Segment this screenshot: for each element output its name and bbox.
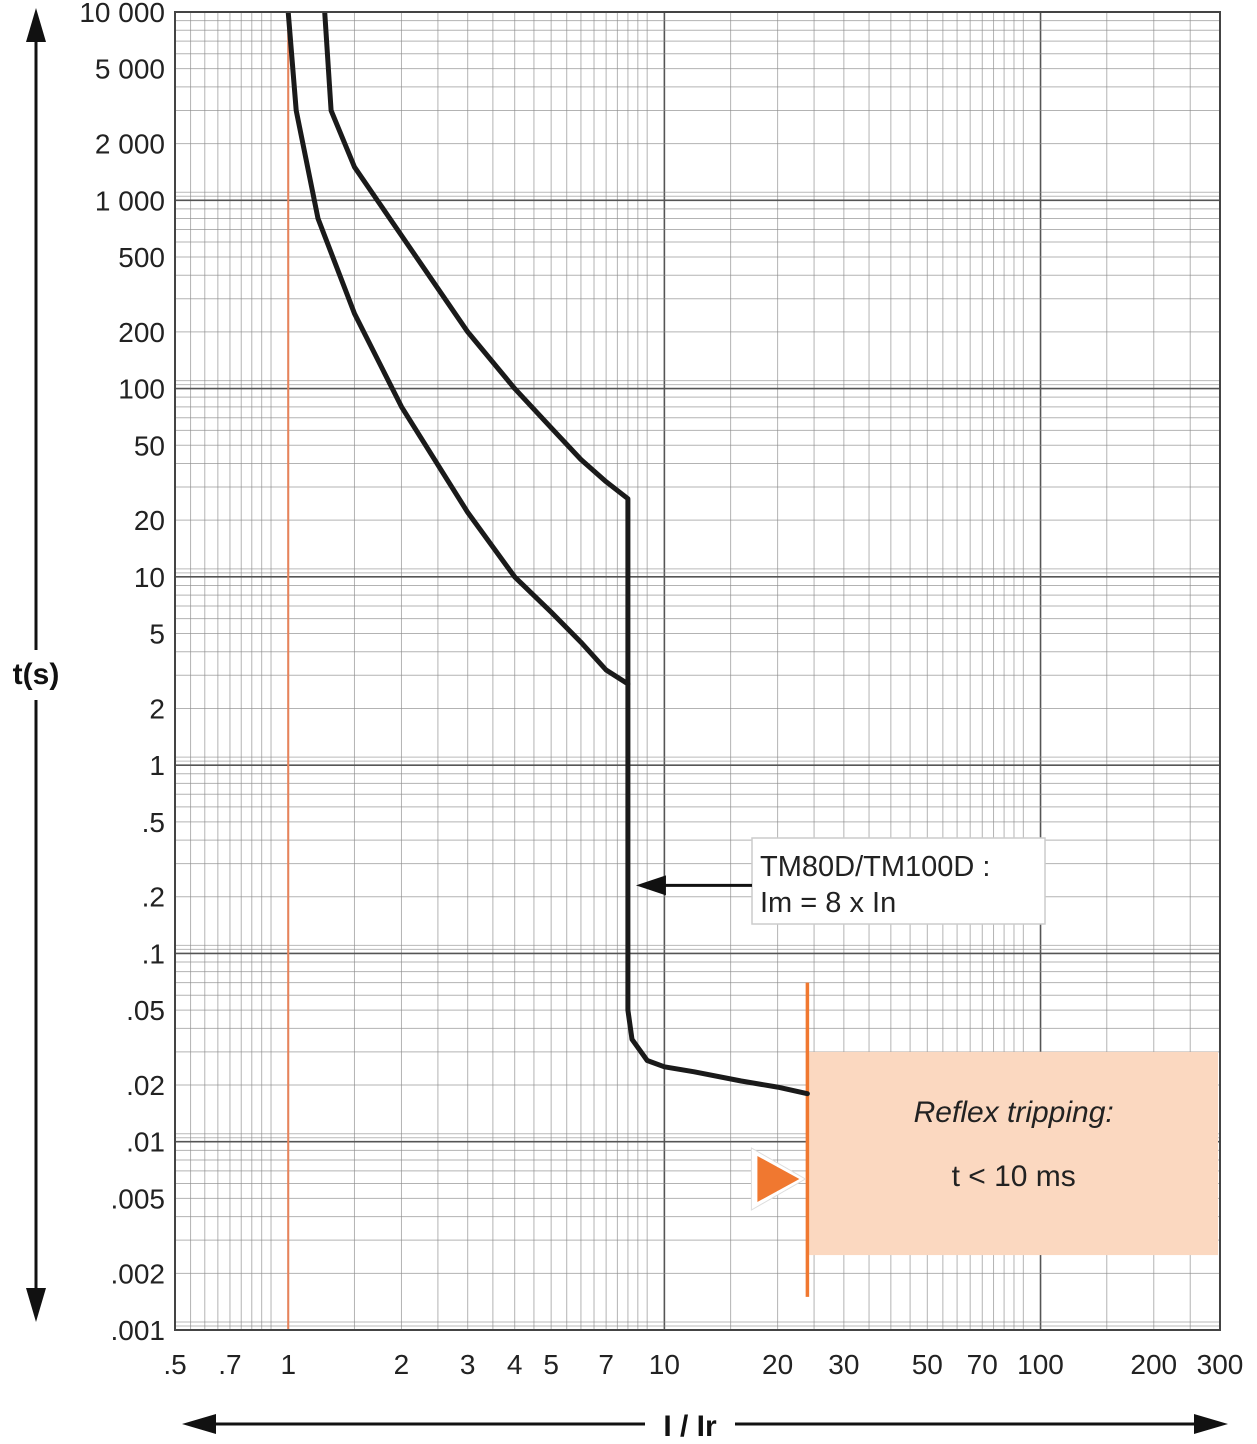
x-tick-label: 50 xyxy=(912,1349,943,1380)
x-tick-label: 20 xyxy=(762,1349,793,1380)
y-tick-label: 500 xyxy=(118,242,165,273)
y-tick-label: 20 xyxy=(134,505,165,536)
trip-curve-1 xyxy=(285,12,810,1097)
x-tick-label: 5 xyxy=(543,1349,559,1380)
y-axis-label: t(s) xyxy=(13,658,60,691)
y-tick-label: .01 xyxy=(126,1127,165,1158)
plot-frame xyxy=(174,11,1221,1331)
y-tick-label: .2 xyxy=(142,882,165,913)
y-tick-label: 100 xyxy=(118,374,165,405)
y-tick-labels: 10 000 5 000 2 000 1 000 500 200 100 50 20 10 5 2 1.… xyxy=(79,0,165,1346)
y-tick-label: 5 xyxy=(149,619,165,650)
y-tick-label: 5 000 xyxy=(95,54,165,85)
y-tick-label: .1 xyxy=(142,938,165,969)
callout-arrow-head xyxy=(635,875,666,896)
callout-text-line: TM80D/TM100D : xyxy=(760,851,990,883)
x-tick-label: 3 xyxy=(460,1349,476,1380)
y-tick-label: .005 xyxy=(111,1183,166,1214)
y-tick-label: 2 xyxy=(149,693,165,724)
y-tick-label: .001 xyxy=(111,1315,166,1346)
x-tick-label: 4 xyxy=(507,1349,523,1380)
y-tick-label: 1 xyxy=(149,750,165,781)
x-tick-label: .5 xyxy=(163,1349,186,1380)
y-tick-label: 10 xyxy=(134,562,165,593)
x-tick-label: 7 xyxy=(598,1349,614,1380)
y-tick-label: .002 xyxy=(111,1258,166,1289)
y-axis-arrow-down xyxy=(26,1288,46,1322)
x-axis-label: I / Ir xyxy=(663,1410,717,1443)
y-tick-label: 50 xyxy=(134,430,165,461)
reflex-zone-box xyxy=(807,1051,1218,1256)
callout-text-line: Im = 8 x In xyxy=(760,887,896,919)
x-tick-label: 2 xyxy=(394,1349,410,1380)
y-tick-label: .5 xyxy=(142,807,165,838)
y-axis-arrow-up xyxy=(26,8,46,42)
reflex-marker-icon xyxy=(757,1156,800,1202)
x-tick-label: .7 xyxy=(218,1349,241,1380)
y-tick-label: .02 xyxy=(126,1070,165,1101)
y-tick-label: 2 000 xyxy=(95,129,165,160)
axis-labels: t(s) I / Ir xyxy=(13,8,1228,1443)
x-axis-arrow-right xyxy=(1194,1414,1228,1434)
trip-curves xyxy=(285,12,810,1097)
reflex-zone xyxy=(805,982,1218,1297)
reflex-title: Reflex tripping: xyxy=(914,1096,1114,1129)
x-tick-label: 1 xyxy=(280,1349,296,1380)
x-tick-labels: .5 .7 1 2 3 4 5 7 10 20 30 50 70 100 200 300 xyxy=(163,1349,1243,1380)
x-tick-label: 30 xyxy=(828,1349,859,1380)
x-tick-label: 200 xyxy=(1130,1349,1177,1380)
x-tick-label: 70 xyxy=(967,1349,998,1380)
y-tick-label: .05 xyxy=(126,995,165,1026)
x-tick-label: 10 xyxy=(649,1349,680,1380)
reflex-value: t < 10 ms xyxy=(952,1160,1076,1193)
annotations: TM80D/TM100D : Im = 8 x In Reflex tripping… xyxy=(635,837,1114,1211)
y-tick-label: 1 000 xyxy=(95,185,165,216)
y-tick-label: 10 000 xyxy=(79,0,165,28)
y-tick-label: 200 xyxy=(118,317,165,348)
trip-curve-2 xyxy=(322,12,631,687)
x-tick-label: 300 xyxy=(1197,1349,1244,1380)
x-axis-arrow-left xyxy=(182,1414,216,1434)
callout-box xyxy=(751,837,1046,925)
x-tick-label: 100 xyxy=(1017,1349,1064,1380)
